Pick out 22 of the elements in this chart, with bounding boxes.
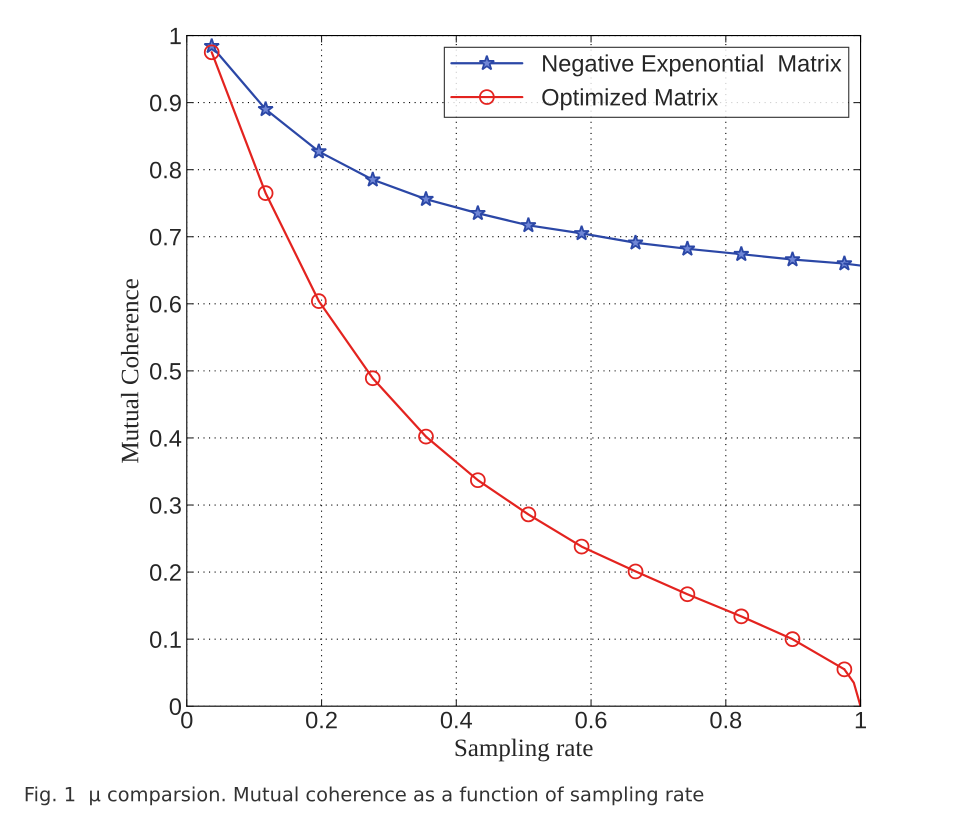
y-axis-title: Mutual Coherence: [120, 279, 138, 463]
x-tick-label: 1: [856, 712, 866, 728]
y-tick-label: 0.7: [150, 228, 181, 246]
y-tick-label: 0: [170, 698, 182, 716]
caption: Fig. 1 μ comparsion. Mutual coherence as a function of sampling rate: [26, 786, 704, 806]
legend-label: Optimized Matrix: [542, 88, 718, 110]
x-axis-title: Sampling rate: [456, 738, 593, 762]
y-tick-label: 0.8: [150, 162, 181, 178]
x-tick-label: 0.4: [440, 712, 472, 728]
y-tick-label: 0.5: [150, 362, 181, 380]
y-tick-label: 0.1: [150, 631, 181, 648]
legend-label: Negative Expenontial Matrix: [543, 54, 842, 76]
x-tick-label: 0: [181, 712, 192, 728]
y-tick-label: 1: [170, 28, 181, 44]
y-tick-label: 0.6: [150, 296, 181, 313]
y-tick-label: 0.4: [150, 430, 182, 447]
x-tick-label: 0.2: [306, 712, 337, 728]
x-tick-label: 0.6: [576, 712, 606, 728]
y-tick-label: 0.2: [150, 564, 181, 581]
x-tick-label: 0.8: [710, 712, 742, 728]
y-tick-label: 0.3: [150, 497, 181, 514]
y-tick-label: 0.9: [150, 94, 181, 112]
